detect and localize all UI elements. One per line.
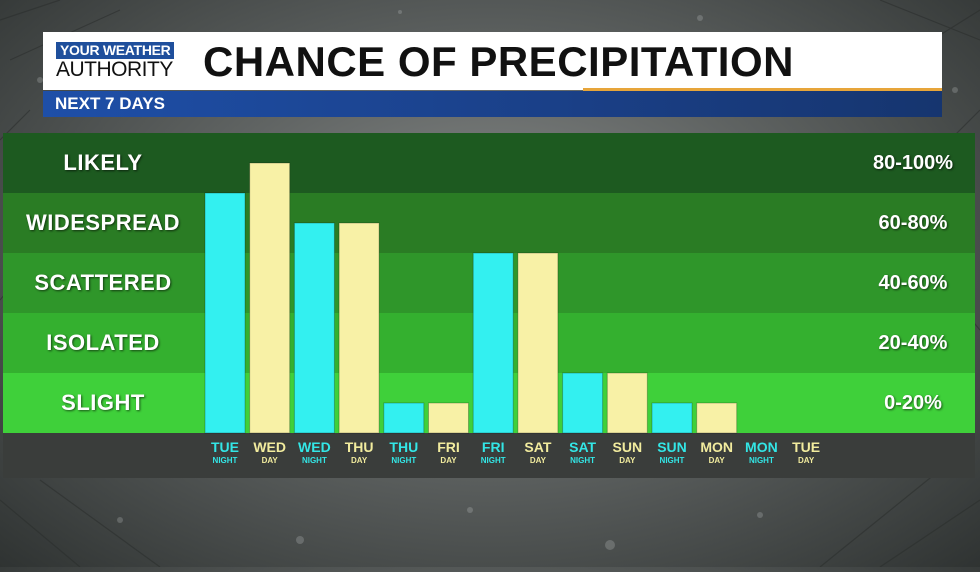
bar-wed-day <box>249 162 291 434</box>
x-tick-part: NIGHT <box>570 456 596 465</box>
accent-line <box>583 88 942 91</box>
chart-canvas <box>3 133 975 478</box>
band-range-scattered: 40-60% <box>878 272 948 294</box>
x-tick-part: DAY <box>798 456 815 465</box>
bar-thu-day <box>338 222 380 434</box>
title-bar: YOUR WEATHER AUTHORITY CHANCE OF PRECIPI… <box>43 32 942 91</box>
header: YOUR WEATHER AUTHORITY CHANCE OF PRECIPI… <box>43 32 942 117</box>
band-range-slight: 0-20% <box>884 392 942 414</box>
x-tick-part: NIGHT <box>391 456 417 465</box>
x-tick-day: THU <box>389 439 419 455</box>
x-tick-label: SAT NIGHT <box>561 440 605 466</box>
subtitle-bar: NEXT 7 DAYS <box>43 91 942 117</box>
band-range-widespread: 60-80% <box>878 212 948 234</box>
x-tick-part: NIGHT <box>748 456 774 465</box>
page-subtitle: NEXT 7 DAYS <box>55 94 165 113</box>
x-tick-day: FRI <box>481 439 505 455</box>
x-tick-day: TUE <box>792 439 821 455</box>
x-tick-label: WED DAY <box>248 440 292 466</box>
bar-thu-night <box>383 402 425 434</box>
bar-mon-day <box>696 402 738 434</box>
logo-top-text: YOUR WEATHER <box>56 42 175 59</box>
x-tick-label: THU NIGHT <box>382 440 426 466</box>
x-tick-part: DAY <box>529 456 546 465</box>
x-tick-label: THU DAY <box>337 440 381 466</box>
band-label-slight: SLIGHT <box>61 390 145 415</box>
x-tick-day: WED <box>298 439 331 455</box>
bar-sun-day <box>606 372 648 434</box>
band-label-isolated: ISOLATED <box>46 330 160 355</box>
x-tick-part: NIGHT <box>301 456 327 465</box>
x-tick-label: SUN NIGHT <box>650 440 694 466</box>
page-title: CHANCE OF PRECIPITATION <box>203 38 794 85</box>
bar-fri-day <box>428 402 469 434</box>
x-tick-part: DAY <box>440 456 457 465</box>
band-widespread <box>3 193 975 253</box>
x-tick-label: WED NIGHT <box>292 440 336 466</box>
x-tick-label: MON DAY <box>695 440 739 466</box>
x-axis-strip <box>3 433 975 478</box>
x-tick-day: SAT <box>524 439 552 455</box>
x-tick-day: FRI <box>437 439 460 455</box>
x-tick-day: WED <box>253 439 287 455</box>
band-label-widespread: WIDESPREAD <box>25 210 181 235</box>
logo-bottom-text: AUTHORITY <box>56 58 173 81</box>
band-likely <box>3 133 975 193</box>
x-tick-part: DAY <box>351 456 368 465</box>
x-tick-label: SAT DAY <box>516 440 560 466</box>
x-tick-label: TUE DAY <box>784 440 828 466</box>
bar-sun-night <box>651 402 693 434</box>
x-tick-day: SUN <box>612 439 643 455</box>
x-tick-part: NIGHT <box>659 456 685 465</box>
band-range-isolated: 20-40% <box>878 332 948 354</box>
x-tick-part: NIGHT <box>212 456 238 465</box>
x-tick-label: MON NIGHT <box>739 440 783 466</box>
x-tick-part: NIGHT <box>480 456 506 465</box>
bar-tue-night <box>204 192 246 434</box>
x-tick-label: SUN DAY <box>605 440 649 466</box>
station-logo: YOUR WEATHER AUTHORITY <box>56 42 188 82</box>
x-tick-day: MON <box>700 439 734 455</box>
x-tick-label: FRI NIGHT <box>471 440 515 466</box>
x-tick-day: SAT <box>569 439 597 455</box>
x-tick-part: DAY <box>619 456 636 465</box>
x-tick-day: TUE <box>211 439 239 455</box>
x-tick-label: FRI DAY <box>427 440 471 466</box>
x-tick-label: TUE NIGHT <box>203 440 247 466</box>
precipitation-chart: LIKELY WIDESPREAD SCATTERED ISOLATED SLIGHT … <box>3 133 975 478</box>
band-label-likely: LIKELY <box>63 150 143 175</box>
bar-wed-night <box>293 222 335 434</box>
x-tick-part: DAY <box>708 456 725 465</box>
band-label-scattered: SCATTERED <box>34 270 172 295</box>
band-range-likely: 80-100% <box>872 152 954 174</box>
bar-fri-night <box>472 252 514 434</box>
x-tick-day: SUN <box>657 439 687 455</box>
x-tick-day: THU <box>344 439 374 455</box>
x-tick-part: DAY <box>261 456 278 465</box>
bar-sat-day <box>517 252 559 434</box>
x-tick-day: MON <box>745 439 778 455</box>
bar-sat-night <box>562 372 604 434</box>
